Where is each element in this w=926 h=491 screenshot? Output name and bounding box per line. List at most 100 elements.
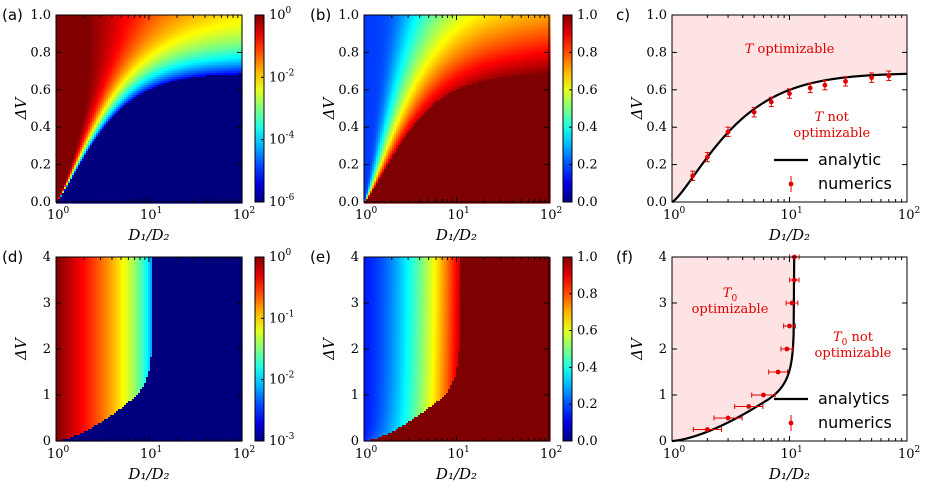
x-axis-label: D₁/D₂ xyxy=(768,226,810,244)
colorbar-tick-label: 100 xyxy=(269,248,292,265)
y-tick-label: 0.4 xyxy=(646,120,667,135)
y-axis-label: ΔV xyxy=(320,336,338,361)
y-tick-label: 0.4 xyxy=(338,120,359,135)
x-tick-label: 101 xyxy=(448,445,470,462)
x-tick-label: 102 xyxy=(540,445,562,462)
colorbar-b xyxy=(563,15,572,202)
panel-label: (e) xyxy=(310,248,331,266)
colorbar-a xyxy=(255,15,264,202)
y-tick-label: 0 xyxy=(43,434,51,449)
colorbar-tick-label: 10-6 xyxy=(269,193,295,210)
colorbar-tick-label: 0.4 xyxy=(577,360,598,375)
colorbar-tick-label: 10-1 xyxy=(269,309,294,326)
optimizable-region xyxy=(672,257,794,441)
y-tick-label: 3 xyxy=(43,296,51,311)
colorbar-tick-label: 10-4 xyxy=(269,131,295,148)
x-axis-label: D₁/D₂ xyxy=(127,465,169,483)
y-tick-label: 0 xyxy=(659,434,667,449)
legend-analytic-label: analytic xyxy=(818,150,881,169)
region-label-not-optimizable-line2: optimizable xyxy=(815,346,892,361)
y-tick-label: 4 xyxy=(659,250,667,265)
y-tick-label: 0.2 xyxy=(646,158,667,173)
y-tick-label: 0.8 xyxy=(646,45,667,60)
y-tick-label: 0 xyxy=(351,434,359,449)
colorbar-tick-label: 10-3 xyxy=(269,432,295,449)
colorbar-tick-label: 0.6 xyxy=(577,324,598,339)
y-tick-label: 3 xyxy=(659,296,667,311)
x-tick-label: 102 xyxy=(233,445,255,462)
y-tick-label: 0.0 xyxy=(646,195,667,210)
colorbar-tick-label: 0.8 xyxy=(577,45,598,60)
y-axis-label: ΔV xyxy=(628,336,646,361)
y-tick-label: 1.0 xyxy=(646,8,667,23)
y-tick-label: 0.0 xyxy=(30,195,51,210)
y-tick-label: 0.0 xyxy=(338,195,359,210)
x-tick-label: 101 xyxy=(781,445,803,462)
x-tick-label: 101 xyxy=(140,445,162,462)
legend-analytic-label: analytics xyxy=(818,389,890,408)
x-tick-label: 102 xyxy=(898,206,920,223)
panel-label: (f) xyxy=(616,248,633,266)
y-tick-label: 0.8 xyxy=(338,45,359,60)
colorbar-tick-label: 1.0 xyxy=(577,250,598,265)
colorbar-tick-label: 10-2 xyxy=(269,68,294,85)
numerics-point xyxy=(822,80,827,89)
y-tick-label: 2 xyxy=(659,342,667,357)
panel-label: (d) xyxy=(2,248,23,266)
y-tick-label: 0.6 xyxy=(646,83,667,98)
y-tick-label: 0.4 xyxy=(30,120,51,135)
x-tick-label: 101 xyxy=(140,206,162,223)
y-tick-label: 0.8 xyxy=(30,45,51,60)
y-tick-label: 1 xyxy=(659,388,667,403)
region-label-not-optimizable-line2: optimizable xyxy=(793,126,870,141)
y-axis-label: ΔV xyxy=(320,96,338,121)
colorbar-tick-label: 1.0 xyxy=(577,8,598,23)
x-axis-label: D₁/D₂ xyxy=(127,226,169,244)
y-tick-label: 2 xyxy=(43,342,51,357)
y-axis-label: ΔV xyxy=(12,336,30,361)
colorbar-tick-label: 0.2 xyxy=(577,158,598,173)
x-tick-label: 102 xyxy=(233,206,255,223)
panel-label: c) xyxy=(616,6,630,24)
x-tick-label: 102 xyxy=(898,445,920,462)
y-tick-label: 0.6 xyxy=(338,83,359,98)
y-tick-label: 4 xyxy=(43,250,51,265)
y-tick-label: 4 xyxy=(351,250,359,265)
region-label-optimizable-line2: optimizable xyxy=(692,302,769,317)
x-tick-label: 101 xyxy=(781,206,803,223)
y-tick-label: 1 xyxy=(43,388,51,403)
x-axis-label: D₁/D₂ xyxy=(435,226,477,244)
y-tick-label: 0.2 xyxy=(30,158,51,173)
panel-label: (a) xyxy=(2,6,23,24)
colorbar-tick-label: 0.2 xyxy=(577,397,598,412)
y-axis-label: ΔV xyxy=(12,96,30,121)
legend-numerics-label: numerics xyxy=(818,413,892,432)
region-label-not-optimizable: T not xyxy=(815,110,850,125)
colorbar-tick-label: 0.6 xyxy=(577,83,598,98)
colorbar-e xyxy=(563,257,572,441)
x-axis-label: D₁/D₂ xyxy=(435,465,477,483)
colorbar-tick-label: 0.8 xyxy=(577,287,598,302)
legend: analytics numerics xyxy=(774,389,892,432)
y-tick-label: 0.2 xyxy=(338,158,359,173)
colorbar-tick-label: 0.4 xyxy=(577,120,598,135)
panel-label: (b) xyxy=(310,6,331,24)
colorbar-tick-label: 0.0 xyxy=(577,434,598,449)
y-axis-label: ΔV xyxy=(628,96,646,121)
colorbar-tick-label: 10-2 xyxy=(269,371,294,388)
y-tick-label: 2 xyxy=(351,342,359,357)
y-tick-label: 0.6 xyxy=(30,83,51,98)
colorbar-d xyxy=(255,257,264,441)
region-label-optimizable: T optimizable xyxy=(745,42,835,57)
figure: 10010-210-410-6100 101 1020.00.20.40.60.81… xyxy=(0,0,926,491)
x-tick-label: 102 xyxy=(540,206,562,223)
y-tick-label: 3 xyxy=(351,296,359,311)
colorbar-tick-label: 0.0 xyxy=(577,195,598,210)
y-tick-label: 1 xyxy=(351,388,359,403)
